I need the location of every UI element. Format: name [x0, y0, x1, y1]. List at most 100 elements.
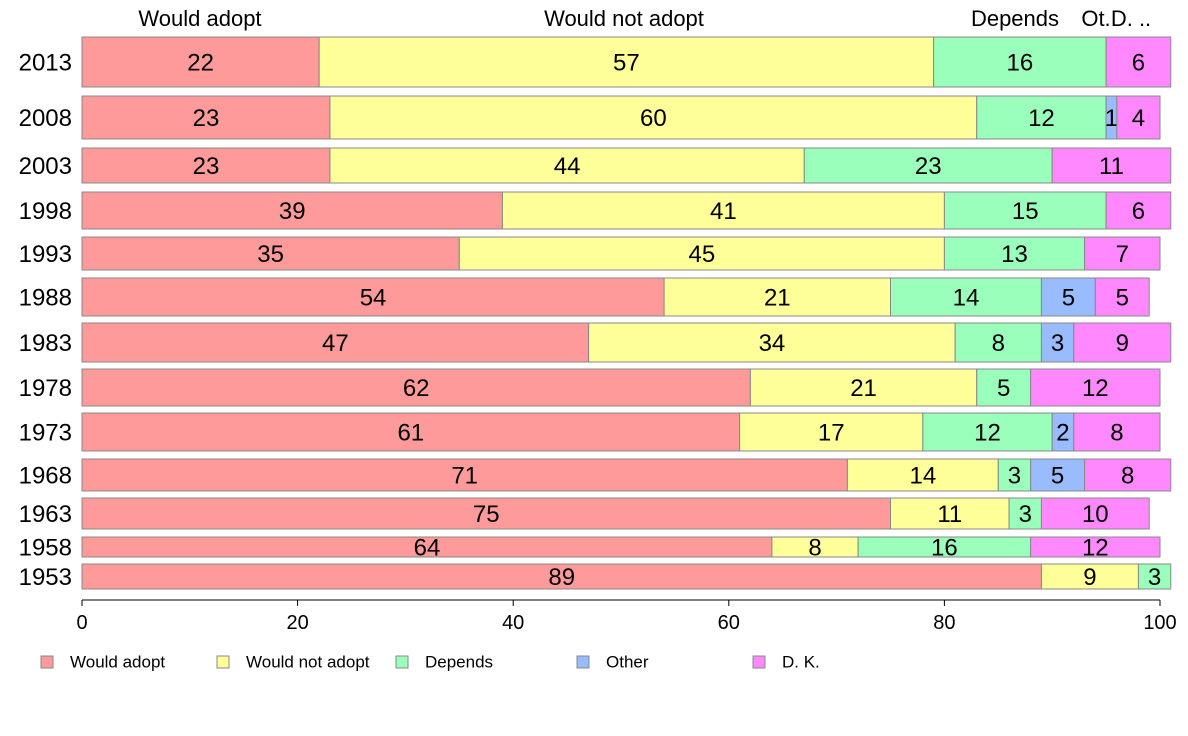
data-label: 3 — [1051, 330, 1064, 357]
data-label: 14 — [909, 463, 936, 490]
data-label: 13 — [1001, 241, 1028, 268]
data-label: 57 — [613, 50, 640, 77]
data-label: 4 — [1132, 105, 1145, 132]
bar-segment — [329, 95, 978, 140]
bar-segment — [1094, 277, 1150, 317]
data-label: 9 — [1116, 330, 1129, 357]
data-label: 21 — [850, 375, 877, 402]
bar-segment — [81, 563, 1042, 590]
bar-segment — [81, 497, 891, 530]
legend-label: Would adopt — [70, 653, 165, 672]
x-tick-label: 40 — [502, 612, 524, 634]
bar-segment — [329, 147, 805, 184]
bar-segment — [81, 95, 331, 140]
top-series-label: D. .. — [1111, 6, 1151, 31]
category-label: 1963 — [19, 501, 72, 528]
legend-label: Would not adopt — [246, 653, 370, 672]
bar-segment — [1040, 277, 1096, 317]
data-label: 8 — [808, 535, 821, 562]
category-label: 2003 — [19, 153, 72, 180]
legend-swatch — [40, 655, 54, 669]
legend-swatch — [576, 655, 590, 669]
data-label: 1 — [1105, 105, 1118, 132]
bar-segment — [1105, 191, 1172, 230]
category-label: 1988 — [19, 285, 72, 312]
data-label: 71 — [451, 463, 478, 490]
bar-segment — [81, 412, 741, 452]
data-label: 8 — [1121, 463, 1134, 490]
category-label: 2008 — [19, 105, 72, 132]
bar-segment — [943, 236, 1086, 271]
data-label: 21 — [764, 285, 791, 312]
bar-segment — [81, 191, 503, 230]
data-label: 16 — [931, 535, 958, 562]
bar-segment — [588, 322, 956, 363]
legend-swatch — [216, 655, 230, 669]
data-label: 11 — [937, 501, 962, 528]
bar-segment — [81, 458, 848, 492]
x-tick-label: 0 — [76, 612, 87, 634]
x-tick-label: 100 — [1143, 612, 1176, 634]
bar-segment — [739, 412, 924, 452]
bar-segment — [890, 497, 1010, 530]
category-label: 1983 — [19, 330, 72, 357]
data-label: 10 — [1082, 501, 1109, 528]
legend-swatch — [752, 655, 766, 669]
data-label: 9 — [1083, 564, 1096, 591]
top-series-label: Would adopt — [138, 6, 261, 31]
data-label: 17 — [818, 420, 845, 447]
bar-segment — [1116, 95, 1161, 140]
data-label: 6 — [1132, 50, 1145, 77]
bar-segment — [922, 412, 1053, 452]
data-label: 44 — [554, 153, 581, 180]
bar-segment — [749, 368, 978, 407]
category-label: 1958 — [19, 535, 72, 562]
data-label: 75 — [473, 501, 500, 528]
data-label: 11 — [1099, 153, 1124, 180]
data-label: 5 — [1051, 463, 1064, 490]
data-label: 64 — [414, 535, 441, 562]
bar-segment — [1084, 458, 1172, 492]
bar-segment — [501, 191, 945, 230]
data-label: 39 — [279, 198, 306, 225]
data-label: 12 — [1028, 105, 1055, 132]
data-label: 3 — [1148, 564, 1161, 591]
category-label: 1953 — [19, 564, 72, 591]
data-label: 15 — [1012, 198, 1039, 225]
x-tick-label: 80 — [933, 612, 955, 634]
bar-segment — [1051, 147, 1172, 184]
x-tick-label: 20 — [286, 612, 308, 634]
category-label: 2013 — [19, 50, 72, 77]
category-label: 1973 — [19, 420, 72, 447]
bar-segment — [1105, 36, 1172, 88]
legend-label: D. K. — [782, 653, 820, 672]
bar-segment — [954, 322, 1042, 363]
bar-segment — [663, 277, 891, 317]
data-label: 6 — [1132, 198, 1145, 225]
bar-segment — [1137, 563, 1172, 590]
category-label: 1993 — [19, 241, 72, 268]
data-label: 12 — [974, 420, 1001, 447]
top-series-label: Would not adopt — [544, 6, 704, 31]
data-label: 7 — [1116, 241, 1129, 268]
bar-segment — [318, 36, 935, 88]
bar-segment — [458, 236, 945, 271]
data-label: 12 — [1082, 375, 1109, 402]
bar-segment — [1040, 497, 1150, 530]
bar-segment — [1040, 563, 1139, 590]
legend-swatch — [395, 655, 409, 669]
top-series-label: Ot. — [1081, 6, 1110, 31]
data-label: 23 — [915, 153, 942, 180]
data-label: 45 — [688, 241, 715, 268]
bar-segment — [976, 95, 1107, 140]
data-label: 62 — [403, 375, 430, 402]
top-series-label: Depends — [971, 6, 1059, 31]
data-label: 3 — [1019, 501, 1032, 528]
data-label: 23 — [193, 105, 220, 132]
category-label: 1998 — [19, 198, 72, 225]
bar-segment — [1084, 236, 1161, 271]
bar-segment — [1073, 322, 1172, 363]
data-label: 8 — [992, 330, 1005, 357]
data-label: 35 — [257, 241, 284, 268]
